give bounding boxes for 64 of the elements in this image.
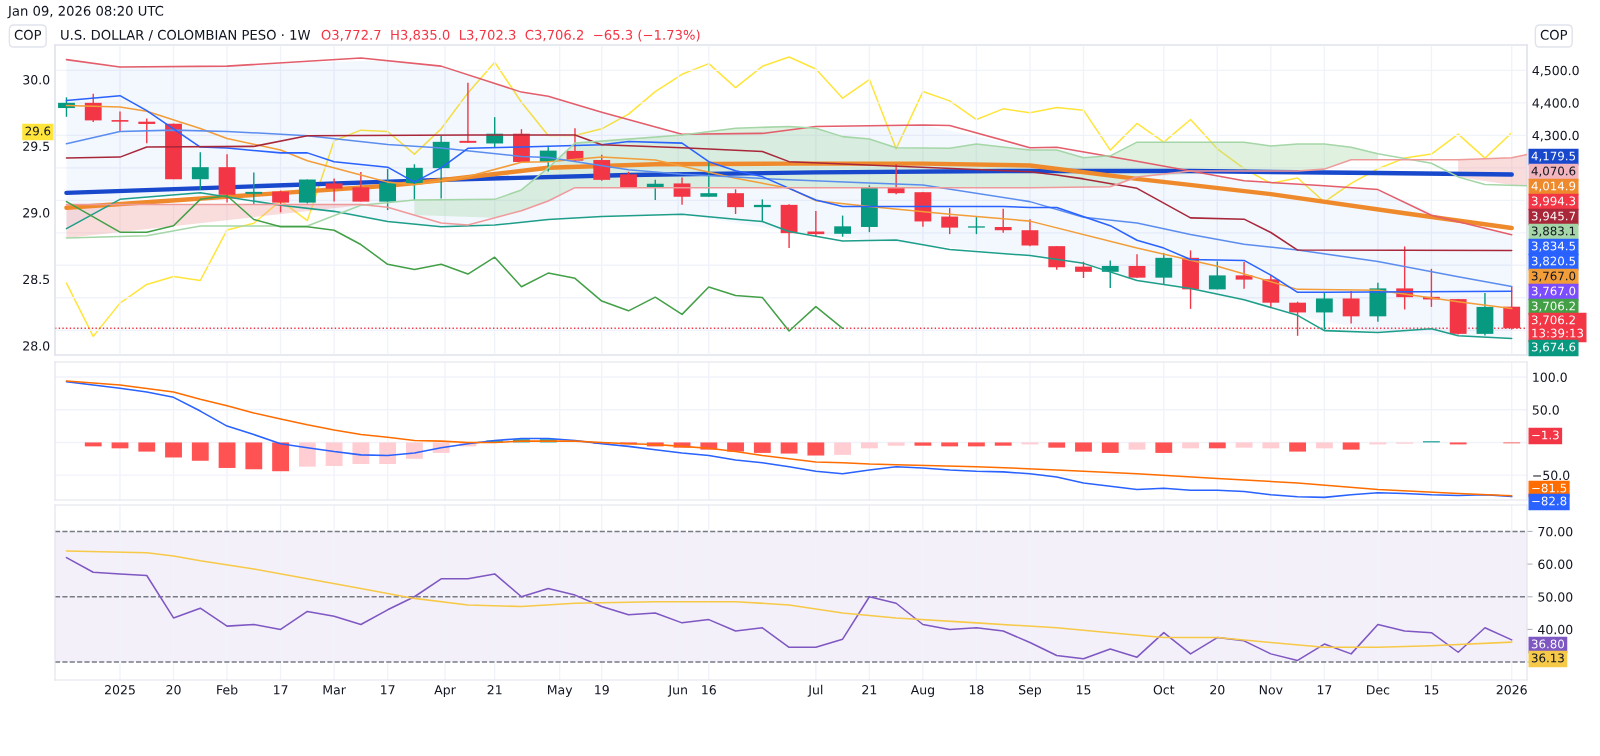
chart-title: U.S. DOLLAR / COLOMBIAN PESO · 1W (61, 29, 311, 41)
x-tick-label: 17 (381, 685, 395, 695)
x-tick-label: 2025 (105, 685, 135, 695)
x-tick-label: 15 (1076, 685, 1091, 695)
text: 3,706.2 13:39:13 (1531, 315, 1584, 338)
x-tick-label: 20 (1210, 685, 1225, 695)
x-tick-label: Feb (217, 684, 238, 695)
x-tick-label: Mar (323, 685, 346, 695)
text: −82.8 (1532, 496, 1567, 506)
x-tick-label: Aug (910, 685, 934, 697)
text: 4,179.5 (1531, 151, 1576, 162)
text: 3,945.7 (1531, 211, 1576, 222)
x-tick-label: Jul (807, 684, 823, 697)
y-tick-label: 100.0 (1533, 372, 1567, 382)
text: 4,014.9 (1531, 181, 1576, 192)
text: 3,883.1 (1531, 226, 1575, 237)
x-tick-label: 18 (969, 685, 984, 695)
x-tick-label: 20 (166, 685, 181, 695)
y-tick-label: 50.00 (1538, 592, 1573, 602)
x-tick-label: Dec (1367, 685, 1390, 695)
text: 3,994.3 (1531, 196, 1576, 207)
x-tick-label: 2026 (1496, 685, 1527, 695)
text: Jan 09, 2026 08:20 UTC (7, 5, 164, 19)
x-tick-label: Apr (434, 685, 456, 697)
y-tick-label: 4,500.0 (1532, 65, 1579, 77)
text: 29.6 (25, 126, 51, 136)
y2-tick-label: 29.5 (23, 141, 50, 152)
text: 36.80 (1531, 639, 1565, 649)
y-tick-label: 50.0 (1532, 405, 1559, 415)
x-tick-label: May (547, 685, 573, 697)
x-tick-label: Nov (1259, 685, 1283, 695)
x-tick-label: Sep (1019, 685, 1042, 697)
y-tick-label: 60.00 (1538, 559, 1573, 570)
y-tick-label: 4,400.0 (1532, 98, 1579, 110)
text: −81.5 (1532, 483, 1567, 493)
text: 3,674.6 (1531, 342, 1576, 353)
chart-subtitle: O3,772.7 H3,835.0 L3,702.3 C3,706.2 −65.3 (−1.73%) (321, 29, 700, 42)
y-axis-title: COP (1540, 29, 1568, 40)
x-tick-label: 17 (1317, 685, 1332, 695)
y2-axis-title: COP (14, 29, 42, 40)
text: −1.3 (1532, 430, 1559, 440)
x-tick-label: 15 (1424, 685, 1439, 695)
y-tick-label: 70.00 (1538, 526, 1573, 537)
text: 3,767.0 (1531, 286, 1576, 297)
text: 3,820.5 (1531, 256, 1576, 267)
x-tick-label: Oct (1153, 685, 1175, 695)
x-tick-label: 21 (862, 685, 877, 695)
y2-tick-label: 29.0 (23, 208, 50, 218)
y2-tick-label: 28.0 (23, 341, 50, 351)
text: 4,070.6 (1531, 166, 1576, 177)
x-tick-label: Jun (667, 685, 687, 697)
text: 36.13 (1531, 653, 1564, 663)
x-tick-label: 19 (595, 685, 609, 695)
y-tick-label: 40.00 (1538, 624, 1573, 635)
y-tick-label: 4,300.0 (1532, 130, 1579, 142)
y-tick-label: −50.0 (1533, 470, 1570, 481)
x-tick-label: 21 (487, 685, 502, 695)
y2-tick-label: 30.0 (23, 75, 50, 85)
text: 3,834.5 (1531, 241, 1576, 252)
x-tick-label: 17 (274, 685, 288, 695)
text: 3,767.0 (1531, 271, 1576, 282)
text: 3,706.2 (1531, 301, 1575, 312)
y2-tick-label: 28.5 (23, 274, 50, 285)
x-tick-label: 16 (702, 685, 716, 695)
